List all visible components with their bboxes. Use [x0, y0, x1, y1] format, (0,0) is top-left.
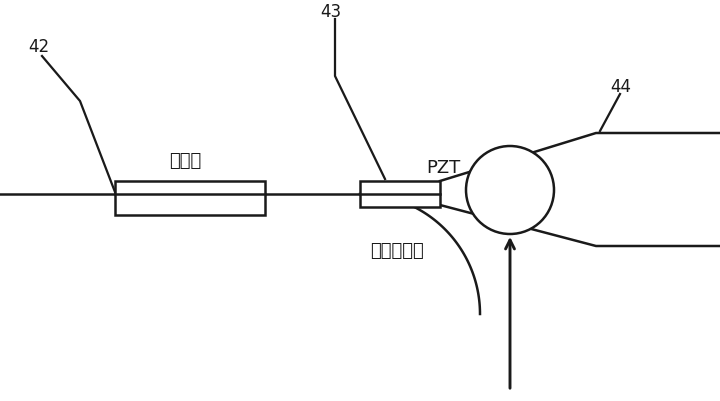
- Text: 44: 44: [610, 78, 631, 96]
- Bar: [360, 182, 440, 207]
- Circle shape: [466, 147, 554, 235]
- Text: 调制耦合器: 调制耦合器: [370, 241, 424, 259]
- Text: 偏振器: 偏振器: [169, 152, 201, 170]
- Text: 43: 43: [320, 3, 341, 21]
- Text: PZT: PZT: [427, 158, 461, 176]
- Bar: [115, 182, 265, 215]
- Text: 42: 42: [28, 38, 49, 56]
